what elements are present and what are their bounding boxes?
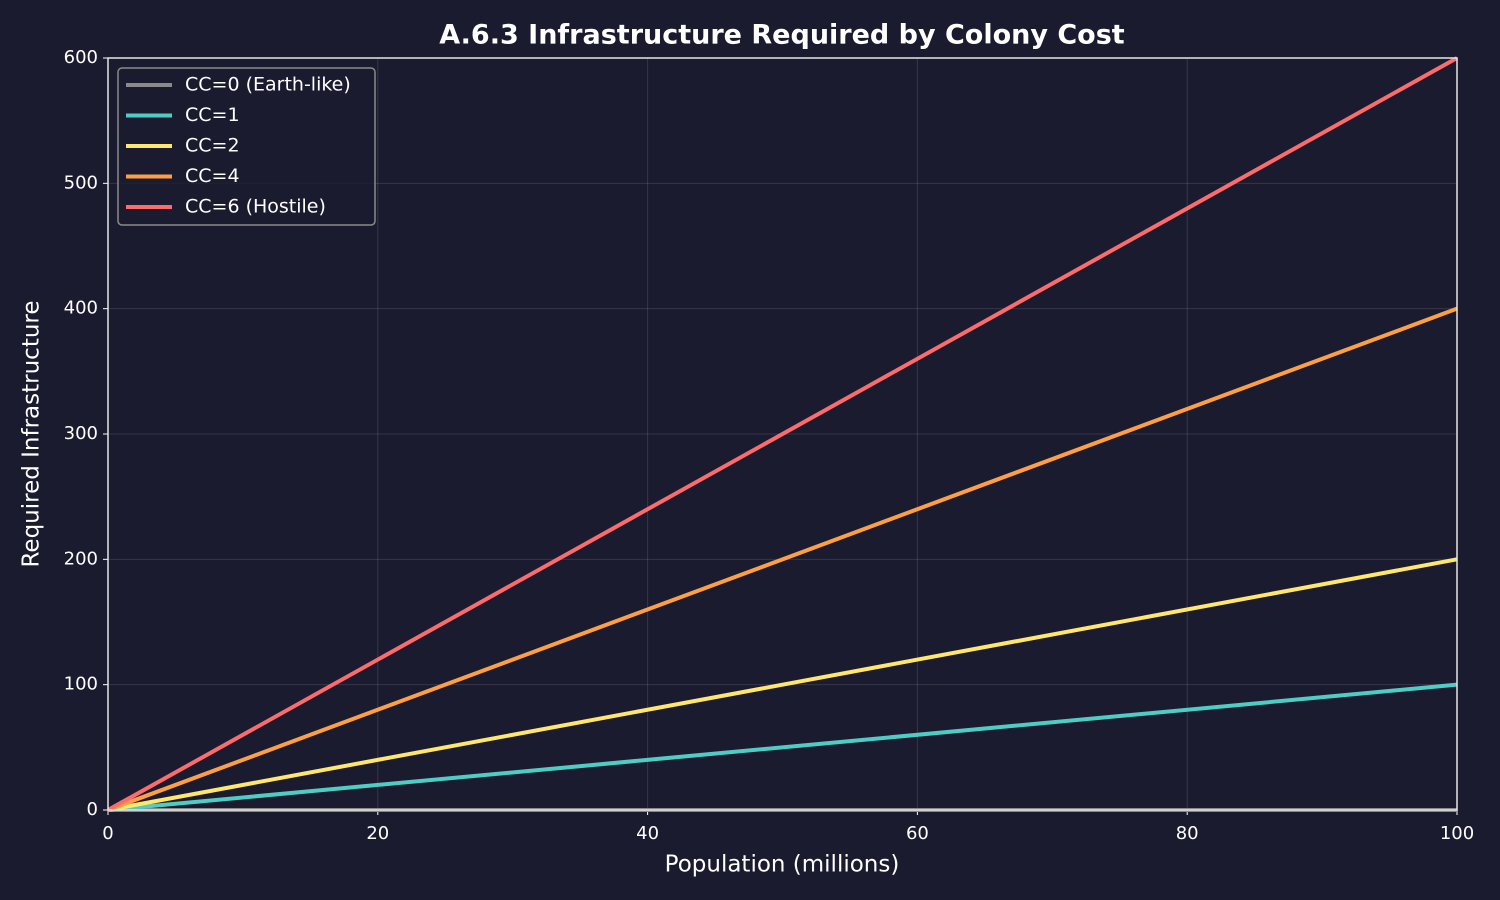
y-tick-label: 0 (87, 799, 98, 820)
legend-label: CC=0 (Earth-like) (185, 74, 351, 96)
x-tick-label: 80 (1176, 823, 1199, 844)
y-tick-label: 200 (64, 548, 98, 569)
y-tick-label: 100 (64, 674, 98, 695)
y-tick-label: 600 (64, 47, 98, 68)
y-tick-label: 400 (64, 298, 98, 319)
series-line (107, 557, 1458, 812)
legend-label: CC=1 (185, 104, 240, 126)
series-line (107, 56, 1458, 812)
x-tick-label: 0 (102, 823, 113, 844)
legend-label: CC=6 (Hostile) (185, 196, 326, 218)
legend-box (117, 67, 376, 226)
y-tick-label: 500 (64, 172, 98, 193)
x-tick-label: 40 (636, 823, 659, 844)
y-axis-label: Required Infrastructure (19, 300, 45, 567)
chart-title: A.6.3 Infrastructure Required by Colony … (439, 20, 1125, 51)
legend: CC=0 (Earth-like) CC=1 CC=2 CC=4 CC=6 (Hosti… (117, 67, 376, 226)
x-axis-label: Population (millions) (665, 852, 900, 878)
series-line (107, 306, 1458, 812)
series-line (107, 682, 1458, 812)
plot-frame (107, 57, 1458, 811)
x-tick-label: 20 (366, 823, 389, 844)
legend-label: CC=4 (185, 165, 240, 187)
x-tick-label: 100 (1440, 823, 1474, 844)
legend-label: CC=2 (185, 135, 240, 157)
x-tick-label: 60 (906, 823, 929, 844)
y-tick-label: 300 (64, 423, 98, 444)
